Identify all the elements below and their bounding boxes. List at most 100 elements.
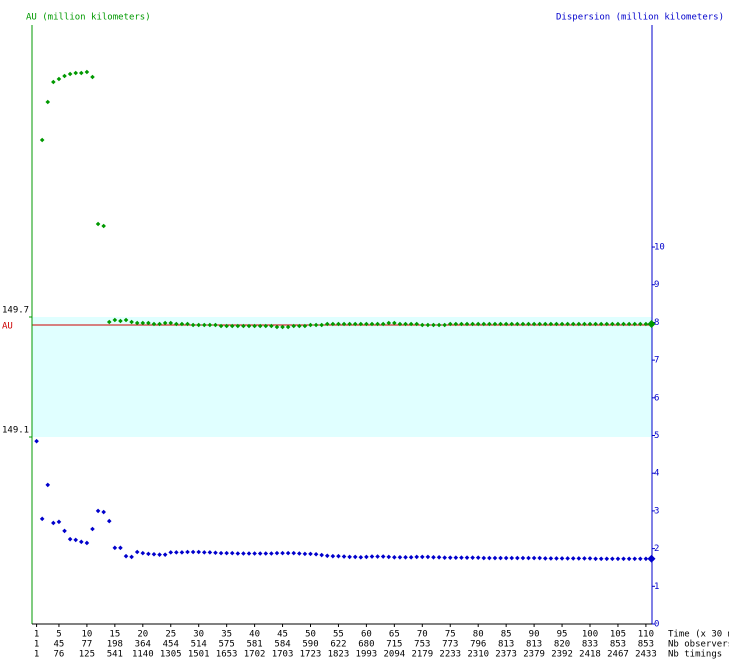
point xyxy=(498,555,503,561)
point xyxy=(369,321,375,327)
point xyxy=(291,550,297,556)
point xyxy=(201,322,207,328)
point xyxy=(526,555,531,561)
point xyxy=(403,554,408,560)
x-table-cell: 85 xyxy=(501,630,512,640)
point xyxy=(218,323,224,329)
point xyxy=(67,536,73,542)
point xyxy=(297,323,302,329)
y2-tick-label: 4 xyxy=(654,469,659,479)
point xyxy=(403,321,408,327)
point xyxy=(375,554,380,559)
point xyxy=(302,323,308,329)
point xyxy=(548,321,554,327)
point xyxy=(313,551,319,557)
y-tick-label: 149.7 xyxy=(2,306,29,316)
point xyxy=(604,321,610,327)
x-table-cell: 796 xyxy=(470,640,486,650)
point xyxy=(481,555,487,561)
point xyxy=(151,551,157,557)
point xyxy=(39,516,45,522)
x-table-cell: 1653 xyxy=(216,650,238,660)
point xyxy=(621,556,626,562)
point xyxy=(285,324,291,330)
point xyxy=(358,554,364,560)
point xyxy=(442,322,447,328)
point xyxy=(101,223,106,229)
x-table-cell: 50 xyxy=(305,630,316,640)
point xyxy=(280,550,285,556)
point xyxy=(392,320,397,326)
x-table-cell: 364 xyxy=(135,640,151,650)
point xyxy=(515,321,520,327)
point xyxy=(62,73,67,79)
y-tick-label: 149.1 xyxy=(2,426,29,436)
point xyxy=(487,321,492,327)
point xyxy=(101,509,106,515)
x-table-cell: 853 xyxy=(638,640,654,650)
x-table-cell: 541 xyxy=(107,650,123,660)
x-table-cell: 2310 xyxy=(467,650,489,660)
y2-tick-label: 1 xyxy=(654,582,659,592)
point xyxy=(34,438,39,444)
point xyxy=(190,549,196,555)
band xyxy=(32,317,652,437)
x-table-cell: 1703 xyxy=(272,650,294,660)
point xyxy=(492,555,498,561)
x-table-cell: 622 xyxy=(330,640,346,650)
point xyxy=(235,551,241,556)
x-table-cell: 1823 xyxy=(328,650,350,660)
point xyxy=(269,551,274,556)
point xyxy=(565,556,570,561)
point xyxy=(425,322,431,328)
point xyxy=(151,321,157,327)
point xyxy=(632,321,638,327)
point xyxy=(118,545,123,551)
point xyxy=(274,550,280,556)
y2-tick-label: 10 xyxy=(654,243,665,253)
point xyxy=(436,322,442,328)
x-table-cell: 65 xyxy=(389,630,400,640)
point xyxy=(582,556,587,561)
x-table-cell: 575 xyxy=(219,640,235,650)
point xyxy=(408,554,414,560)
point xyxy=(537,321,542,327)
point xyxy=(56,76,62,82)
point xyxy=(45,99,51,105)
point xyxy=(347,321,352,327)
point xyxy=(168,320,174,326)
point xyxy=(626,556,632,562)
point xyxy=(520,555,526,561)
point xyxy=(112,545,118,551)
point xyxy=(106,319,112,325)
point xyxy=(51,79,56,85)
point xyxy=(414,321,420,327)
point xyxy=(79,539,84,545)
point xyxy=(319,552,324,558)
point xyxy=(241,323,246,329)
x-table-cell: 584 xyxy=(274,640,290,650)
point xyxy=(559,321,565,327)
point xyxy=(570,321,576,327)
x-table-cell: 813 xyxy=(526,640,542,650)
point xyxy=(364,321,369,327)
point xyxy=(95,221,101,227)
point xyxy=(330,553,336,559)
x-table-cell: 2392 xyxy=(551,650,573,660)
x-table-cell: 198 xyxy=(107,640,123,650)
x-table-cell: 55 xyxy=(333,630,344,640)
point xyxy=(79,70,84,76)
x-table-cell: 30 xyxy=(193,630,204,640)
x-table-cell: 80 xyxy=(473,630,484,640)
point xyxy=(610,556,615,562)
point xyxy=(453,555,459,560)
y2-axis-label: Dispersion (million kilometers) xyxy=(556,13,724,23)
x-table-cell: 1501 xyxy=(188,650,210,660)
point xyxy=(542,321,548,327)
point xyxy=(453,321,459,327)
point xyxy=(554,556,559,561)
point xyxy=(431,322,436,328)
point xyxy=(324,321,330,327)
x-table-row-label: Nb timings xyxy=(668,650,722,660)
